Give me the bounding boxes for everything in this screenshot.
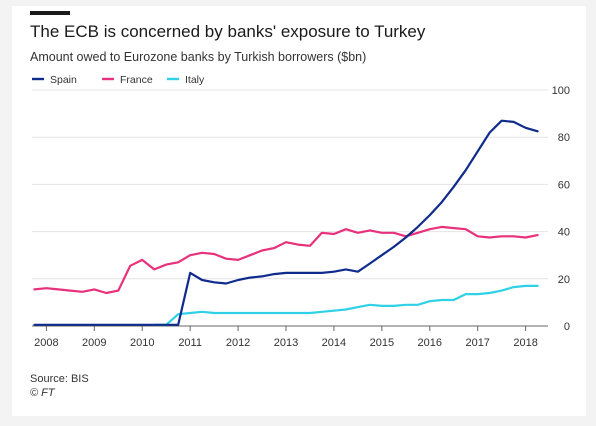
series-lines (33, 119, 539, 326)
y-tick-label: 100 (552, 85, 570, 97)
x-tick-label: 2009 (82, 337, 106, 349)
x-tick-label: 2013 (274, 337, 298, 349)
y-tick-label: 20 (558, 274, 570, 286)
chart-subtitle: Amount owed to Eurozone banks by Turkish… (30, 50, 367, 64)
x-tick-label: 2010 (130, 337, 154, 349)
top-rule (30, 11, 70, 15)
legend-label-france: France (120, 74, 153, 86)
y-axis: 0 20 40 60 80 100 (552, 85, 570, 333)
source-note: Source: BIS (30, 373, 89, 385)
chart-card: The ECB is concerned by banks' exposure … (12, 6, 586, 416)
legend-label-spain: Spain (50, 74, 77, 86)
x-tick-label: 2011 (178, 337, 202, 349)
y-tick-label: 60 (558, 179, 570, 191)
y-tick-label: 40 (558, 227, 570, 239)
x-tick-label: 2015 (370, 337, 394, 349)
x-tick-label: 2017 (465, 337, 489, 349)
footer: Source: BIS © FT (30, 372, 89, 400)
x-tick-label: 2008 (34, 337, 58, 349)
y-tick-label: 80 (558, 132, 570, 144)
legend-label-italy: Italy (185, 74, 205, 86)
x-tick-label: 2016 (418, 337, 442, 349)
x-tick-label: 2014 (322, 337, 346, 349)
x-tick-label: 2012 (226, 337, 250, 349)
y-tick-label: 0 (564, 321, 570, 333)
x-axis: 2008 2009 2010 2011 2012 2013 2014 2015 2016 2017… (34, 326, 538, 349)
series-line-italy (153, 284, 539, 326)
series-line-france (33, 225, 539, 295)
line-chart: Spain France Italy 2008 2009 2010 2011 2012 201… (32, 74, 570, 349)
series-line-spain (33, 119, 539, 326)
chart-title: The ECB is concerned by banks' exposure … (30, 22, 426, 41)
x-tick-label: 2018 (513, 337, 537, 349)
legend: Spain France Italy (32, 74, 205, 86)
grid-lines (32, 89, 548, 327)
ft-credit: © FT (30, 387, 55, 399)
